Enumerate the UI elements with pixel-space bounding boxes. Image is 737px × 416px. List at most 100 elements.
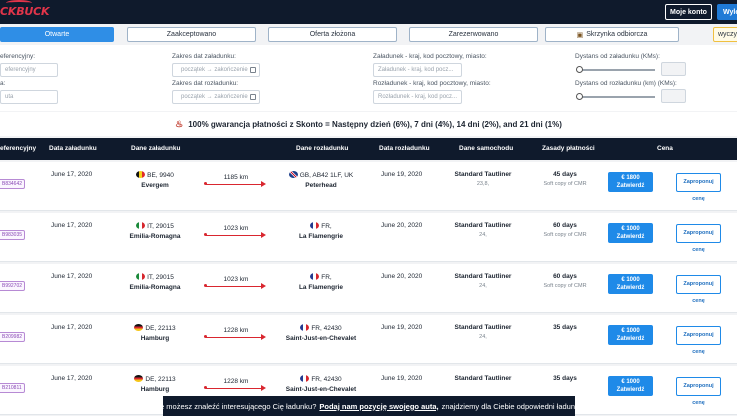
load-place: DE, 22113 — [132, 324, 178, 332]
distance-label: 1185 km — [223, 174, 249, 181]
table-row[interactable]: B992702 June 17, 2020 IT, 29015 Emilia-R… — [0, 264, 737, 313]
vehicle-capacity: 24, — [479, 283, 487, 289]
ref-filter-label: eferencyjny: — [0, 53, 36, 60]
flag-icon — [136, 273, 146, 280]
accept-price-button[interactable]: € 1000 Zatwierdź — [608, 274, 653, 294]
vehicle-capacity: 24, — [479, 232, 487, 238]
logo[interactable]: CKBUCK — [0, 5, 50, 18]
accept-price-button[interactable]: € 1800 Zatwierdź — [608, 172, 653, 192]
flag-icon — [310, 222, 320, 229]
vehicle-capacity: 23,8, — [476, 181, 490, 187]
tab-inbox[interactable]: ▣ Skrzynka odbiorcza — [545, 27, 679, 42]
accept-label: Zatwierdź — [616, 234, 645, 240]
propose-price-button[interactable]: Zaproponuj cenę — [676, 275, 721, 304]
unload-place-label: Rozładunek - kraj, kod pocztowy, miasto: — [373, 80, 491, 87]
table-row[interactable]: B209982 June 17, 2020 DE, 22113 Hamburg … — [0, 315, 737, 364]
logout-button[interactable]: Wylo — [717, 4, 737, 20]
logo-swoosh-icon — [6, 0, 32, 6]
accept-price-button[interactable]: € 1000 Zatwierdź — [608, 223, 653, 243]
flag-icon — [310, 273, 320, 280]
propose-price-button[interactable]: Zaproponuj cenę — [676, 173, 721, 202]
distance-unload-label: Dystans od rozładunku (km) (KMs): — [575, 80, 677, 87]
vehicle-capacity: 24, — [479, 334, 487, 340]
unload-place-input[interactable]: Rozładunek - kraj, kod pocz... — [373, 90, 462, 104]
reference-badge: B210811 — [0, 383, 25, 393]
submit-vehicle-position-link[interactable]: Podaj nam pozycję swojego auta, — [319, 401, 439, 411]
vehicle-type: Standard Tautliner — [454, 324, 512, 331]
accept-label: Zatwierdź — [616, 183, 645, 189]
distance-load-input[interactable] — [661, 62, 686, 76]
vehicle-type: Standard Tautliner — [454, 171, 512, 178]
flag-icon — [136, 222, 146, 229]
propose-price-button[interactable]: Zaproponuj cenę — [676, 377, 721, 406]
distance-label: 1023 km — [223, 225, 249, 232]
accept-label: Zatwierdź — [616, 387, 645, 393]
load-place: IT, 29015 — [132, 273, 178, 281]
money-bag-icon: ♨ — [175, 118, 184, 129]
slider-handle[interactable] — [576, 93, 583, 100]
unload-date: June 19, 2020 — [381, 375, 423, 382]
clear-button[interactable]: wyczy — [713, 27, 737, 42]
distance-unload-slider[interactable] — [576, 93, 655, 100]
tab-open[interactable]: Otwarte — [0, 27, 114, 42]
my-account-button[interactable]: Moje konto — [665, 4, 712, 20]
col-price: Cena — [657, 145, 673, 152]
col-payment: Zasady płatności — [542, 145, 595, 152]
load-city: Hamburg — [140, 335, 170, 342]
load-date: June 17, 2020 — [51, 171, 93, 178]
distance-label: 1228 km — [223, 378, 249, 385]
vehicle-type: Standard Tautliner — [454, 273, 512, 280]
accept-price-button[interactable]: € 1000 Zatwierdź — [608, 376, 653, 396]
load-dates-label: Zakres dat załadunku: — [172, 53, 236, 60]
reference-badge: B983035 — [0, 230, 26, 240]
flag-icon — [300, 375, 310, 382]
vehicle-type: Standard Tautliner — [454, 375, 512, 382]
payment-terms: 60 days — [553, 273, 577, 280]
distance-label: 1228 km — [223, 327, 249, 334]
price-value: € 1000 — [621, 328, 640, 334]
load-city: Evergem — [141, 182, 169, 189]
tab-offer-submitted[interactable]: Oferta złożona — [268, 27, 397, 42]
table-row[interactable]: B983035 June 17, 2020 IT, 29015 Emilia-R… — [0, 213, 737, 262]
col-unload-details: Dane rozładunku — [296, 145, 349, 152]
vehicle-type: Standard Tautliner — [454, 222, 512, 229]
flag-icon — [300, 324, 310, 331]
unload-place: FR, 42430 — [285, 324, 357, 332]
table-row[interactable]: B834642 June 17, 2020 BE, 9940 Evergem 1… — [0, 162, 737, 211]
payment-guarantee-banner: ♨ 100% gwarancja płatności z Skonto = Na… — [0, 112, 737, 136]
propose-price-button[interactable]: Zaproponuj cenę — [676, 326, 721, 355]
distance-unload-input[interactable] — [661, 89, 686, 103]
unload-city: Saint-Just-en-Chevalet — [285, 335, 357, 342]
unload-dates-input[interactable]: początek → zakończenie — [172, 90, 260, 104]
slider-handle[interactable] — [576, 66, 583, 73]
unload-place: FR, 42430 — [285, 375, 357, 383]
route-arrow-icon — [204, 385, 266, 391]
accept-label: Zatwierdź — [616, 285, 645, 291]
ref2-filter-input[interactable]: uta — [0, 90, 58, 104]
payment-terms: 35 days — [553, 324, 577, 331]
ref-filter-input[interactable]: eferencyjny — [0, 63, 58, 77]
reference-badge: B992702 — [0, 281, 26, 291]
accept-price-button[interactable]: € 1000 Zatwierdź — [608, 325, 653, 345]
payment-terms: 35 days — [553, 375, 577, 382]
load-place: IT, 29015 — [132, 222, 178, 230]
filters-panel: eferencyjny: eferencyjny a: uta Zakres d… — [0, 45, 737, 111]
payment-documents: Soft copy of CMR — [543, 232, 587, 238]
tab-accepted[interactable]: Zaakceptowano — [127, 27, 256, 42]
distance-label: 1023 km — [223, 276, 249, 283]
load-date: June 17, 2020 — [51, 273, 93, 280]
payment-terms: 60 days — [553, 222, 577, 229]
calendar-icon — [250, 67, 256, 73]
load-city: Emilia-Romagna — [129, 233, 181, 240]
tab-reserved[interactable]: Zarezerwowano — [409, 27, 538, 42]
load-date: June 17, 2020 — [51, 222, 93, 229]
propose-price-button[interactable]: Zaproponuj cenę — [676, 224, 721, 253]
load-place-input[interactable]: Załadunek - kraj, kod pocz... — [373, 63, 462, 77]
flag-icon — [134, 324, 144, 331]
unload-date: June 20, 2020 — [381, 273, 423, 280]
load-dates-input[interactable]: początek → zakończenie — [172, 63, 260, 77]
flag-icon — [288, 171, 298, 178]
top-bar: CKBUCK Moje konto Wylo — [0, 0, 737, 24]
notice-prefix: Nie możesz znaleźć interesującego Cię ła… — [152, 401, 317, 411]
distance-load-slider[interactable] — [576, 66, 655, 73]
